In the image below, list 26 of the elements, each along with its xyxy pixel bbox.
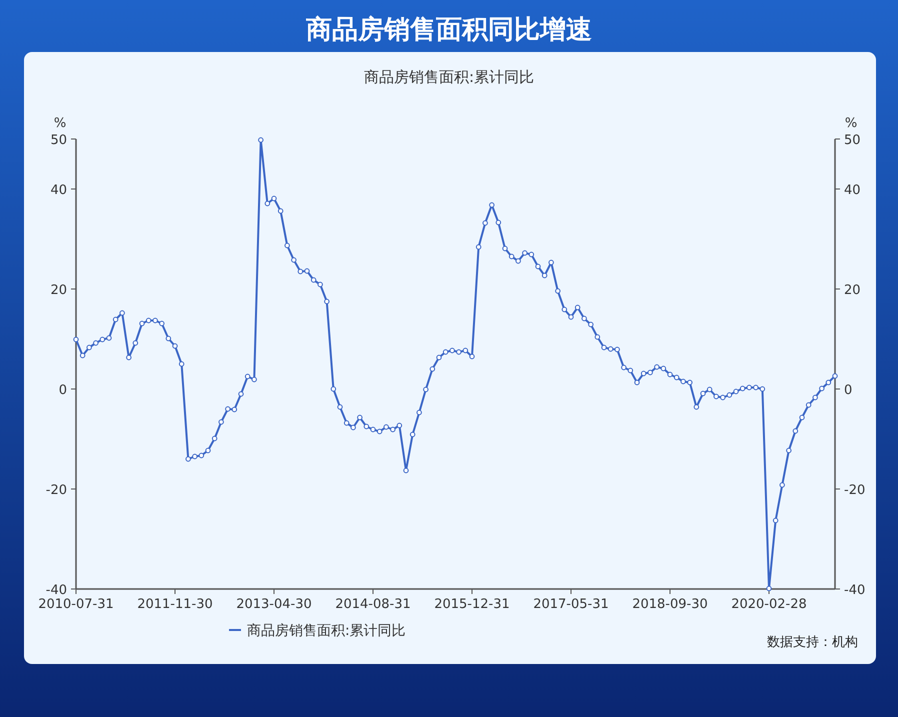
y2-tick-label: 0 — [844, 383, 852, 398]
x-tick-label: 2010-07-31 — [38, 597, 114, 612]
y-tick-label: -20 — [46, 483, 67, 498]
y-axis-title: % — [54, 116, 66, 131]
y2-tick-label: 40 — [844, 183, 861, 198]
y2-tick-label: 50 — [844, 133, 861, 148]
x-tick-label: 2017-05-31 — [533, 597, 609, 612]
y2-tick-label: -20 — [844, 483, 866, 498]
y2-tick-label: 20 — [844, 283, 861, 298]
y-tick-label: 20 — [50, 283, 67, 298]
y2-tick-label: -40 — [844, 583, 866, 598]
x-tick-label: 2020-02-28 — [731, 597, 807, 612]
x-tick-label: 2013-04-30 — [236, 597, 312, 612]
y-tick-label: 0 — [58, 383, 67, 398]
legend-label: 商品房销售面积:累计同比 — [247, 623, 406, 639]
y2-axis-title: % — [844, 116, 858, 131]
x-tick-label: 2018-09-30 — [632, 597, 708, 612]
x-tick-label: 2014-08-31 — [335, 597, 411, 612]
subtitle: 商品房销售面积:累计同比 — [364, 68, 534, 86]
y-tick-label: 40 — [50, 183, 67, 198]
annotation: 数据支持：机构 — [767, 635, 858, 650]
x-tick-label: 2011-11-30 — [137, 597, 213, 612]
y-tick-label: 50 — [50, 133, 67, 148]
y-tick-label: -40 — [46, 583, 67, 598]
title: 商品房销售面积同比增速 — [306, 15, 592, 45]
x-tick-label: 2015-12-31 — [434, 597, 510, 612]
